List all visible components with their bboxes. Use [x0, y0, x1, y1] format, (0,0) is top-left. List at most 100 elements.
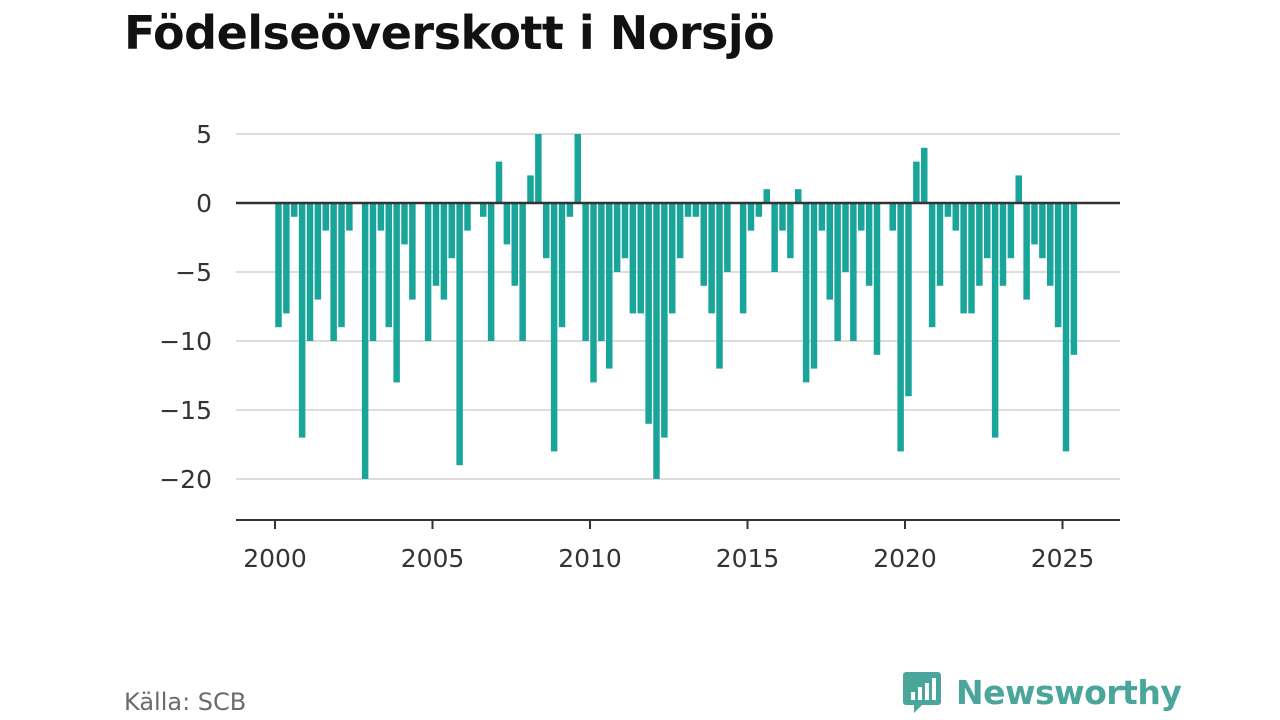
- y-tick-label: −20: [159, 465, 212, 494]
- bar: [976, 203, 983, 286]
- newsworthy-logo-icon: [903, 672, 941, 713]
- bar: [621, 203, 629, 259]
- bar: [692, 203, 700, 217]
- bar: [298, 203, 306, 438]
- bar: [511, 203, 518, 286]
- bar: [873, 203, 881, 355]
- x-tick-label: 2010: [558, 544, 622, 573]
- bar: [606, 203, 613, 369]
- x-tick-label: 2000: [243, 544, 307, 573]
- bar: [527, 175, 534, 203]
- x-tick-label: 2015: [716, 544, 780, 573]
- bar: [361, 203, 369, 479]
- bar: [810, 203, 818, 369]
- y-tick-label: 0: [196, 189, 212, 218]
- bar: [385, 203, 392, 328]
- bar: [716, 203, 723, 369]
- bar: [842, 203, 849, 272]
- bar: [283, 203, 290, 314]
- bar: [574, 134, 581, 203]
- bar: [763, 189, 770, 203]
- bar: [700, 203, 707, 286]
- bar: [913, 161, 920, 203]
- bar: [684, 203, 692, 217]
- bar: [440, 203, 448, 300]
- bar: [858, 203, 865, 231]
- bar: [921, 147, 928, 203]
- bar: [338, 203, 345, 328]
- bar: [1031, 203, 1038, 245]
- bar: [519, 203, 526, 341]
- bar: [322, 203, 329, 231]
- x-tick-label: 2005: [401, 544, 465, 573]
- bar: [708, 203, 715, 314]
- bar: [771, 203, 778, 272]
- bar: [661, 203, 668, 438]
- source-label: Källa: SCB: [124, 688, 247, 716]
- bar: [1023, 203, 1030, 300]
- bar: [456, 203, 463, 466]
- bars: [275, 134, 1078, 479]
- bar: [747, 203, 755, 231]
- bar: [291, 203, 298, 217]
- bar: [991, 203, 999, 438]
- bar: [669, 203, 676, 314]
- bar: [637, 203, 644, 314]
- bar: [676, 203, 684, 259]
- bar: [566, 203, 574, 217]
- x-tick-label: 2025: [1031, 544, 1095, 573]
- bar: [802, 203, 810, 383]
- bar: [818, 203, 826, 231]
- newsworthy-logo: Newsworthy: [902, 670, 1182, 714]
- chart-title: Födelseöverskott i Norsjö: [124, 6, 775, 60]
- bar: [653, 203, 660, 479]
- bar: [865, 203, 873, 286]
- bar: [795, 189, 802, 203]
- bar: [1062, 203, 1070, 452]
- bar: [330, 203, 337, 341]
- bar: [984, 203, 991, 259]
- bar: [944, 203, 952, 217]
- bar: [905, 203, 912, 397]
- bar: [960, 203, 967, 314]
- bar: [409, 203, 416, 300]
- bar: [1015, 175, 1022, 203]
- bar: [377, 203, 385, 231]
- bar: [346, 203, 353, 231]
- y-tick-label: 5: [196, 120, 212, 149]
- bar: [275, 203, 282, 328]
- brand-name: Newsworthy: [956, 672, 1182, 712]
- bar: [401, 203, 408, 245]
- bar: [889, 203, 896, 231]
- bar: [464, 203, 471, 231]
- bar: [968, 203, 975, 314]
- bar: [480, 203, 487, 217]
- bar: [1007, 203, 1015, 259]
- bar: [424, 203, 432, 341]
- bar: [787, 203, 794, 259]
- bar: [936, 203, 944, 286]
- bar: [535, 134, 542, 203]
- y-tick-label: −5: [175, 258, 212, 287]
- bar: [487, 203, 495, 341]
- bar: [779, 203, 786, 231]
- bar: [582, 203, 589, 341]
- bar: [1039, 203, 1046, 259]
- gridlines: [236, 133, 1120, 480]
- bar: [629, 203, 637, 314]
- bar: [999, 203, 1007, 286]
- bar: [598, 203, 605, 341]
- bar: [503, 203, 511, 245]
- bar: [834, 203, 841, 341]
- bar: [645, 203, 652, 424]
- bar: [928, 203, 936, 328]
- y-tick-label: −10: [159, 327, 212, 356]
- bar: [1054, 203, 1062, 328]
- bar: [369, 203, 377, 341]
- bar: [314, 203, 322, 300]
- bar: [897, 203, 904, 452]
- bar: [558, 203, 566, 328]
- y-tick-label: −15: [159, 396, 212, 425]
- bar: [613, 203, 621, 272]
- bar: [755, 203, 763, 217]
